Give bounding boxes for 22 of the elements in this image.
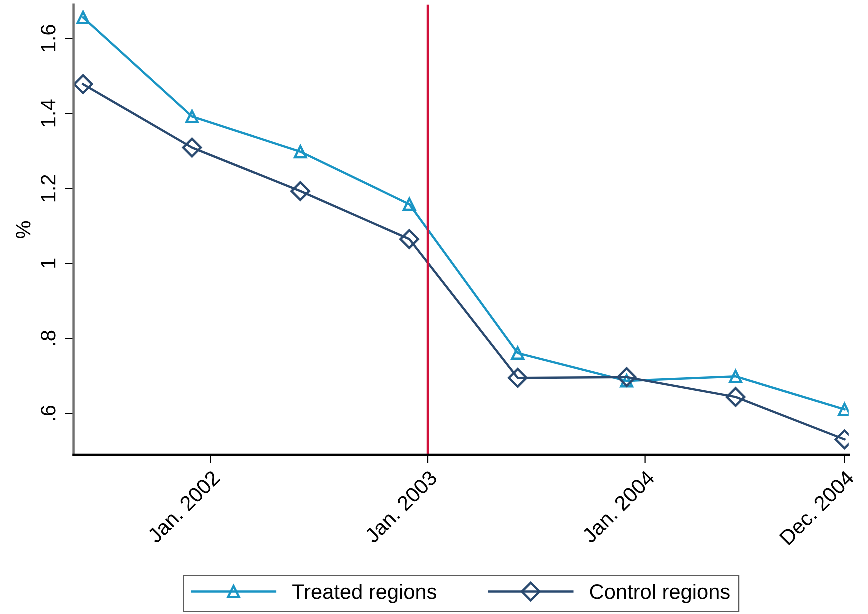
y-axis-title: % [16, 221, 31, 238]
y-tick-label: .6 [41, 406, 56, 421]
point [182, 138, 202, 158]
point [76, 11, 90, 24]
point [616, 367, 637, 388]
legend-label: Treated regions [292, 584, 436, 604]
point [74, 74, 94, 94]
point [402, 198, 416, 212]
point [400, 229, 420, 250]
point [294, 145, 308, 159]
y-tick-label: 1.2 [41, 175, 56, 202]
point [729, 370, 742, 384]
y-tick-label: .8 [41, 330, 56, 346]
y-tick-label: 1 [41, 258, 56, 268]
y-tick-label: 1.4 [41, 100, 56, 127]
point [726, 387, 746, 408]
point [508, 368, 528, 388]
legend-label: Control regions [590, 584, 730, 604]
point [290, 181, 311, 202]
point [511, 346, 525, 360]
point [186, 110, 199, 124]
y-tick-label: 1.6 [41, 25, 56, 52]
